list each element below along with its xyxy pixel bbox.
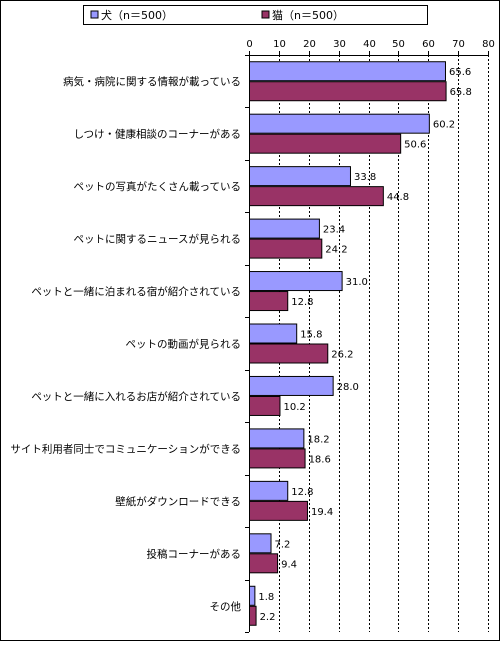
category-label: ペットの写真がたくさん載っている <box>74 180 241 193</box>
x-tick-label: 80 <box>482 39 495 50</box>
value-label-dog: 1.8 <box>258 592 274 603</box>
category-label: 投稿コーナーがある <box>147 547 242 560</box>
bar-dog <box>249 271 343 292</box>
category-label: ペットと一緒に入れるお店が紹介されている <box>31 390 241 403</box>
bar-dog <box>249 323 298 344</box>
category-label: その他 <box>210 600 242 613</box>
legend-box <box>83 5 428 25</box>
value-label-dog: 65.6 <box>449 67 471 78</box>
value-label-cat: 24.2 <box>325 245 347 256</box>
value-label-cat: 19.4 <box>311 507 333 518</box>
x-tick-label: 20 <box>303 39 316 50</box>
bar-cat <box>249 291 289 312</box>
category-label: ペットの動画が見られる <box>126 338 242 351</box>
value-label-cat: 10.2 <box>283 402 305 413</box>
legend-label-cat: 猫（n＝500） <box>272 9 344 22</box>
category-label: 病気・病院に関する情報が載っている <box>63 75 241 88</box>
value-label-dog: 12.8 <box>291 487 313 498</box>
value-label-cat: 44.8 <box>387 192 409 203</box>
bar-cat <box>249 553 279 574</box>
value-label-dog: 15.8 <box>300 330 322 341</box>
value-label-dog: 33.8 <box>354 172 376 183</box>
legend-swatch-dog <box>90 10 99 19</box>
bar-dog <box>249 533 272 554</box>
bar-dog <box>249 61 446 82</box>
x-tick-label: 40 <box>363 39 376 50</box>
x-tick-label: 70 <box>452 39 465 50</box>
value-label-cat: 18.6 <box>309 454 331 465</box>
value-label-dog: 18.2 <box>307 434 329 445</box>
bar-dog <box>249 375 334 396</box>
bar-cat <box>249 500 308 521</box>
category-label: ペットに関するニュースが見られる <box>74 233 241 246</box>
value-label-dog: 28.0 <box>337 382 359 393</box>
bar-cat <box>249 238 323 259</box>
value-label-dog: 60.2 <box>433 120 455 131</box>
bar-dog <box>249 166 351 187</box>
bar-cat <box>249 133 402 154</box>
category-label: しつけ・健康相談のコーナーがある <box>74 128 241 141</box>
x-tick-label: 10 <box>273 39 286 50</box>
bar-dog <box>249 480 289 501</box>
value-label-cat: 26.2 <box>331 350 353 361</box>
value-label-dog: 31.0 <box>346 277 368 288</box>
bar-cat <box>249 343 329 364</box>
value-label-cat: 9.4 <box>281 559 297 570</box>
value-label-dog: 23.4 <box>323 225 345 236</box>
category-label: サイト利用者同士でコミュニケーションができる <box>10 442 241 455</box>
legend-swatch-cat <box>261 10 270 19</box>
value-label-dog: 7.2 <box>275 539 291 550</box>
bar-cat <box>249 448 306 469</box>
value-label-cat: 12.8 <box>291 297 313 308</box>
category-label: ペットと一緒に泊まれる宿が紹介されている <box>31 285 241 298</box>
bar-dog <box>249 218 320 239</box>
bar-cat <box>249 186 384 207</box>
legend-label-dog: 犬（n＝500） <box>101 8 173 22</box>
bar-cat <box>249 395 281 416</box>
bar-cat <box>249 605 257 626</box>
x-tick-label: 50 <box>392 39 405 50</box>
value-label-cat: 65.8 <box>450 87 472 98</box>
bar-dog <box>249 428 305 449</box>
value-label-cat: 2.2 <box>260 612 276 623</box>
category-label: 壁紙がダウンロードできる <box>115 495 241 508</box>
value-label-cat: 50.6 <box>404 140 426 151</box>
bar-dog <box>249 585 256 606</box>
bar-dog <box>249 113 430 134</box>
x-tick-label: 0 <box>246 39 252 50</box>
bar-cat <box>249 81 447 102</box>
x-tick-label: 60 <box>422 39 435 50</box>
x-tick-label: 30 <box>333 39 346 50</box>
